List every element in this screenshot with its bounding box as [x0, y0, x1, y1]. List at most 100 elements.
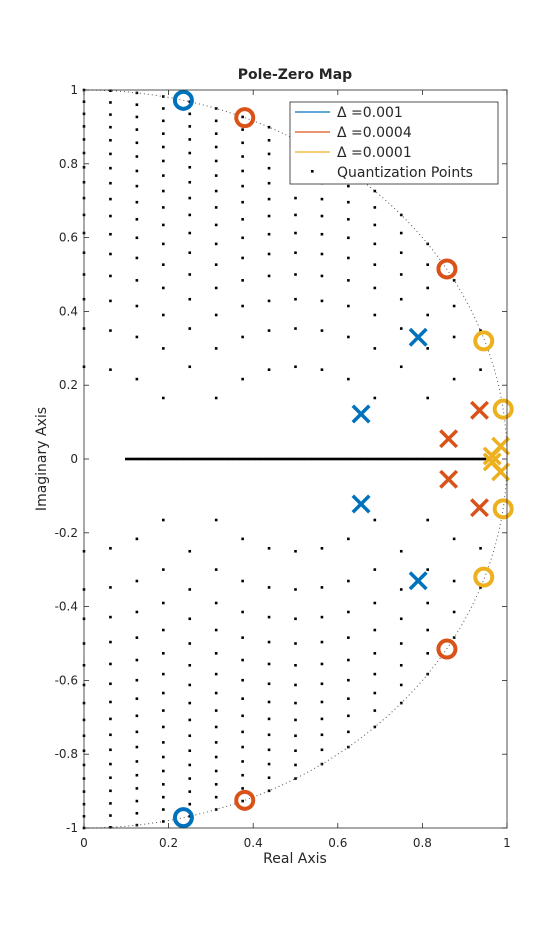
quantization-point — [188, 327, 192, 330]
x-tick-label: 1 — [503, 836, 511, 850]
quantization-point — [347, 236, 350, 240]
zero-marker-series-3 — [473, 566, 495, 588]
quantization-point-real — [277, 457, 281, 461]
pole-marker-series-1 — [408, 327, 428, 347]
quantization-point-real — [216, 457, 220, 461]
quantization-point — [267, 274, 271, 278]
quantization-point-real — [187, 457, 191, 461]
quantization-point-real — [369, 457, 372, 461]
quantization-point — [347, 658, 350, 662]
quantization-point-real — [326, 457, 330, 461]
quantization-point-real — [468, 457, 471, 461]
quantization-point — [135, 697, 139, 700]
quantization-point-real — [281, 457, 285, 461]
quantization-point-real — [154, 457, 157, 461]
quantization-point — [135, 256, 139, 260]
quantization-point — [347, 377, 350, 381]
quantization-point — [452, 279, 456, 282]
pole-marker-series-3 — [482, 446, 502, 466]
quantization-point-real — [452, 457, 455, 461]
quantization-point-real — [470, 457, 473, 461]
quantization-point — [479, 368, 482, 371]
quantization-point — [399, 231, 403, 235]
quantization-point — [241, 610, 244, 614]
quantization-point — [188, 549, 192, 553]
quantization-point — [241, 697, 244, 700]
quantization-point-real — [246, 457, 249, 461]
quantization-point — [135, 636, 139, 639]
quantization-point-real — [263, 457, 267, 461]
quantization-point-real — [450, 457, 453, 461]
quantization-point — [347, 610, 350, 614]
quantization-point-real — [476, 457, 480, 461]
quantization-point — [162, 691, 165, 695]
quantization-point — [399, 251, 403, 255]
quantization-point — [188, 734, 192, 738]
quantization-point — [479, 329, 482, 332]
y-tick-label: -0.6 — [55, 673, 78, 687]
legend-label-series-1: Δ =0.001 — [337, 105, 403, 121]
quantization-point — [188, 180, 192, 184]
quantization-point — [320, 274, 324, 278]
quantization-point — [241, 155, 244, 158]
quantization-point — [452, 377, 456, 381]
quantization-point-real — [425, 457, 429, 461]
quantization-point — [294, 617, 297, 621]
quantization-point — [188, 297, 192, 301]
quantization-point-real — [391, 457, 395, 461]
quantization-point — [188, 663, 192, 667]
quantization-point-real — [221, 457, 225, 461]
quantization-point — [426, 652, 429, 655]
quantization-point — [241, 579, 244, 583]
quantization-point — [188, 213, 192, 217]
quantization-point — [426, 396, 429, 400]
quantization-point-real — [436, 457, 440, 461]
quantization-point — [479, 586, 482, 589]
quantization-point — [109, 125, 112, 129]
quantization-point-real — [456, 457, 460, 461]
quantization-point — [214, 396, 218, 400]
quantization-point-real — [441, 457, 444, 461]
quantization-point — [109, 166, 112, 170]
quantization-point — [294, 777, 297, 780]
quantization-point — [162, 795, 165, 799]
quantization-point — [214, 518, 218, 522]
quantization-point-real — [362, 457, 366, 461]
quantization-point — [241, 184, 244, 188]
quantization-point — [109, 700, 112, 704]
quantization-point — [320, 733, 324, 737]
quantization-point — [162, 347, 165, 350]
quantization-point — [135, 773, 139, 777]
quantization-point — [320, 547, 324, 550]
quantization-point-real — [299, 457, 303, 461]
quantization-point — [452, 335, 456, 339]
quantization-point — [267, 615, 271, 619]
quantization-point — [135, 760, 139, 763]
quantization-point — [399, 549, 403, 553]
quantization-point — [135, 184, 139, 188]
quantization-point — [426, 313, 429, 317]
quantization-point — [162, 159, 165, 163]
quantization-point — [188, 802, 192, 806]
quantization-point-real — [140, 457, 144, 461]
quantization-point-real — [156, 457, 159, 461]
quantization-point-real — [394, 457, 397, 461]
quantization-point — [162, 672, 165, 676]
quantization-point-real — [212, 457, 216, 461]
quantization-point — [241, 678, 244, 682]
quantization-point-real — [380, 457, 384, 461]
chart-title: Pole-Zero Map — [238, 67, 352, 83]
zero-marker-series-2 — [436, 638, 458, 660]
quantization-point — [214, 242, 218, 246]
quantization-point — [109, 197, 112, 201]
quantization-point-real — [252, 457, 256, 461]
quantization-point — [320, 252, 324, 256]
quantization-point — [188, 112, 192, 116]
quantization-point-real — [342, 457, 346, 461]
x-tick-label: 0.4 — [244, 836, 263, 850]
quantization-point — [267, 547, 271, 550]
quantization-point — [347, 714, 350, 718]
quantization-point — [188, 683, 192, 687]
quantization-point — [162, 95, 165, 98]
quantization-point — [347, 200, 350, 204]
